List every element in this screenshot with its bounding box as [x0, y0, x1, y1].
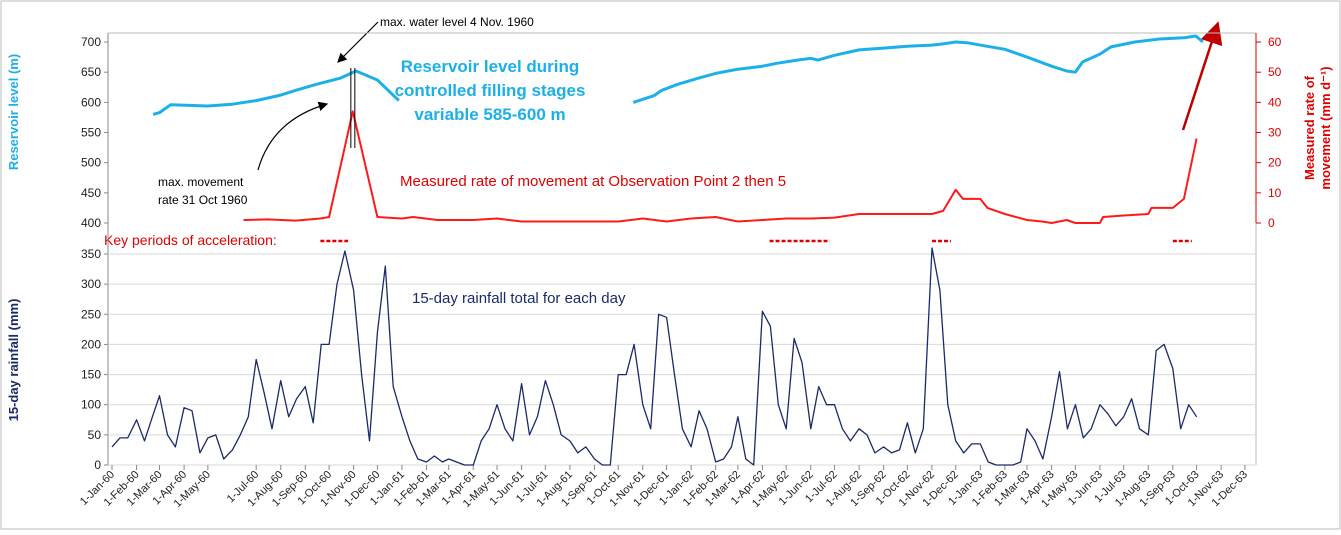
annotation: max. water level 4 Nov. 1960: [380, 15, 534, 29]
y-tick-label: 550: [81, 126, 101, 140]
y2-axis-label: movement (mm d⁻¹): [1318, 66, 1333, 189]
y2-tick-label: 40: [1268, 95, 1282, 109]
series-line: [111, 247, 1198, 466]
annotation-arrow: [257, 101, 329, 171]
series-line: [243, 110, 1198, 224]
y-tick-label: 600: [81, 95, 101, 109]
annotation: Key periods of acceleration:: [104, 232, 277, 248]
y-axis-label: 15-day rainfall (mm): [6, 299, 21, 422]
annotation: Measured rate of movement at Observation…: [400, 173, 786, 190]
y-tick-label: 500: [81, 156, 101, 170]
y-tick-label: 0: [94, 458, 101, 472]
y-tick-label: 150: [81, 368, 101, 382]
y-tick-label: 700: [81, 35, 101, 49]
y-tick-label: 400: [81, 216, 101, 230]
y2-tick-label: 50: [1268, 65, 1282, 79]
annotation-arrow: [337, 21, 379, 63]
y-tick-label: 450: [81, 186, 101, 200]
annotation: Reservoir level during: [401, 57, 580, 76]
y-tick-label: 300: [81, 277, 101, 291]
y2-tick-label: 20: [1268, 156, 1282, 170]
series-line: [152, 34, 1204, 116]
y-tick-label: 100: [81, 398, 101, 412]
annotation: rate 31 Oct 1960: [158, 193, 248, 207]
annotation: max. movement: [158, 175, 244, 189]
y2-tick-label: 60: [1268, 35, 1282, 49]
annotation: 15-day rainfall total for each day: [412, 290, 626, 307]
y-tick-label: 250: [81, 307, 101, 321]
y2-axis-label: Measured rate of: [1302, 75, 1317, 180]
y2-tick-label: 0: [1268, 216, 1275, 230]
trend-arrow: [1181, 21, 1223, 131]
y-tick-label: 350: [81, 247, 101, 261]
annotation: controlled filling stages: [395, 81, 586, 100]
y2-tick-label: 10: [1268, 186, 1282, 200]
y-tick-label: 650: [81, 65, 101, 79]
y-tick-label: 200: [81, 337, 101, 351]
y-tick-label: 50: [88, 428, 102, 442]
y-axis-label: Reservoir level (m): [6, 54, 21, 170]
y2-tick-label: 30: [1268, 126, 1282, 140]
annotation: variable 585-600 m: [414, 105, 565, 124]
